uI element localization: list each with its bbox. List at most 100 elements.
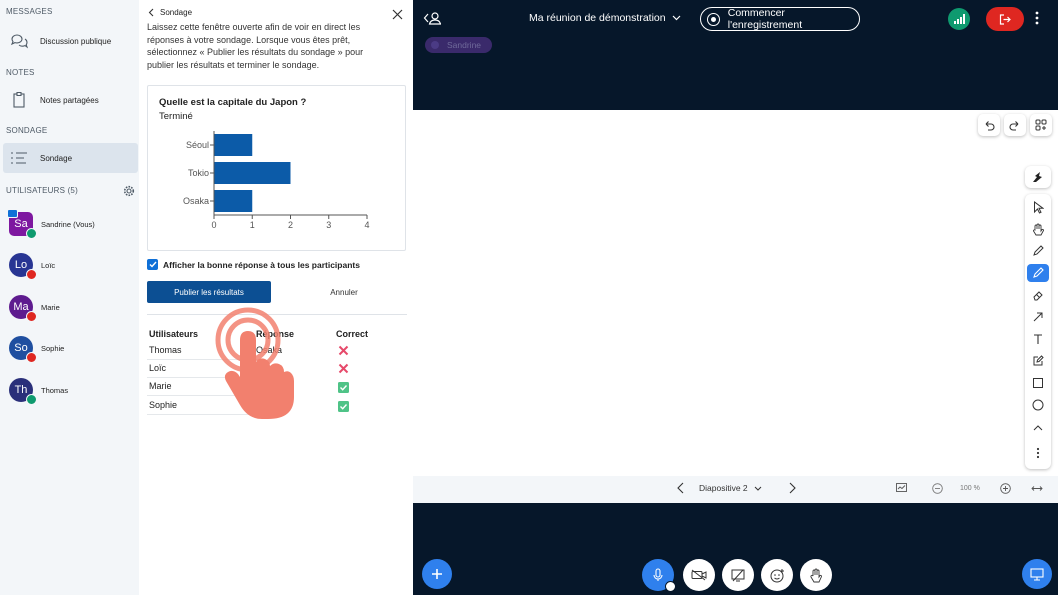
avatar-initials: Sa [14,218,28,230]
slide-label: Diapositive 2 [699,483,748,493]
raise-hand-icon [810,568,822,582]
x-tick-label: 3 [326,220,331,230]
incorrect-icon [338,363,349,374]
record-label: Commencer l'enregistrement [727,7,803,31]
toggle-user-list-icon[interactable] [423,11,442,30]
user-name: Sandrine (Vous) [41,219,95,229]
show-answer-option[interactable]: Afficher la bonne réponse à tous les par… [147,259,360,270]
start-recording-button[interactable]: Commencer l'enregistrement [700,7,860,31]
avatar-initials: So [14,342,28,354]
gear-icon[interactable] [123,184,135,197]
y-tick-label: Osaka [183,196,209,206]
fit-width-icon[interactable] [1031,485,1043,492]
zoom-out-icon[interactable] [932,483,943,494]
divider [147,314,407,315]
ellipse-tool-icon[interactable] [1027,396,1049,414]
undo-icon[interactable] [978,114,1000,136]
close-icon[interactable] [392,7,403,25]
chevron-down-icon [672,15,681,21]
cancel-button[interactable]: Annuler [330,287,358,297]
chat-icon [3,33,33,49]
x-tick-label: 4 [364,220,369,230]
poll-question: Quelle est la capitale du Japon ? [159,97,307,108]
previous-slide-icon[interactable] [677,482,684,494]
slide-selector[interactable]: Diapositive 2 [699,483,762,493]
more-options-icon[interactable] [1035,11,1039,30]
chevron-up-icon[interactable] [1027,418,1049,436]
chart-bar [214,134,253,156]
table-row [147,397,263,415]
slide-navigation-bar: Diapositive 2 100 % [413,476,1058,503]
row-user: Marie [149,381,172,391]
zoom-in-icon[interactable] [1000,483,1011,494]
screen-share-button[interactable] [722,559,754,591]
correct-icon [338,382,349,393]
notes-icon [3,91,33,109]
presentation-toggle-button[interactable] [1022,559,1052,589]
avatar: Ma [9,295,37,322]
sidebar-item-poll[interactable]: Sondage [3,143,138,173]
meeting-title[interactable]: Ma réunion de démonstration [529,12,681,24]
sidebar-item-public-chat[interactable]: Discussion publique [3,26,138,56]
reactions-button[interactable] [761,559,793,591]
poll-icon [3,151,33,165]
x-tick-label: 1 [250,220,255,230]
emoji-icon [770,568,784,582]
presentation-stage: Ma réunion de démonstration Commencer l'… [413,0,1058,595]
user-name: Loïc [41,260,56,270]
text-tool-icon[interactable] [1027,330,1049,348]
microphone-button[interactable] [642,559,676,592]
note-tool-icon[interactable] [1027,352,1049,370]
pencil-tool-icon[interactable] [1027,242,1049,260]
camera-button[interactable] [683,559,715,591]
actions-button[interactable] [422,559,452,589]
public-chat-label: Discussion publique [40,36,112,46]
highlighter-tool-icon[interactable] [1027,264,1049,282]
style-icon[interactable] [1025,166,1051,188]
whiteboard[interactable]: Diapositive 2 100 % [413,110,1058,503]
user-item-loic[interactable]: Lo Loïc [9,252,56,280]
user-item-marie[interactable]: Ma Marie [9,294,60,322]
row-user: Loïc [149,363,167,373]
apps-icon[interactable] [1030,114,1052,136]
leave-meeting-button[interactable] [986,7,1024,31]
x-tick-label: 0 [211,220,216,230]
undo-redo-group [978,114,1052,136]
eraser-tool-icon[interactable] [1027,286,1049,304]
microphone-icon [653,568,663,581]
action-bar [413,503,1058,595]
signal-icon [953,14,965,24]
raise-hand-button[interactable] [800,559,832,591]
hand-tool-icon[interactable] [1027,220,1049,238]
meeting-title-text: Ma réunion de démonstration [529,12,666,24]
connection-status-button[interactable] [948,8,970,30]
rectangle-tool-icon[interactable] [1027,374,1049,392]
more-tools-icon[interactable] [1027,444,1049,462]
zoom-level: 100 % [960,485,980,492]
next-slide-icon[interactable] [789,482,796,494]
publish-results-button[interactable]: Publier les résultats [147,281,271,303]
redo-icon[interactable] [1004,114,1026,136]
table-row [147,342,263,360]
avatar: Sa [7,209,37,239]
poll-status: Terminé [159,111,193,122]
chevron-left-icon [148,8,154,17]
correct-icon [338,401,349,412]
audio-settings-icon[interactable] [665,581,676,592]
user-item-sandrine[interactable]: Sa Sandrine (Vous) [7,209,95,239]
select-tool-icon[interactable] [1027,198,1049,216]
show-answer-label: Afficher la bonne réponse à tous les par… [163,259,360,270]
table-row [147,360,263,378]
fit-slide-icon[interactable] [896,483,907,492]
back-button[interactable]: Sondage [148,8,192,17]
sidebar-item-shared-notes[interactable]: Notes partagées [3,85,138,115]
checkbox-checked-icon[interactable] [147,259,158,270]
incorrect-icon [338,345,349,356]
arrow-tool-icon[interactable] [1027,308,1049,326]
mic-muted-icon [26,311,37,322]
poll-section-title: SONDAGE [6,126,48,135]
y-tick-label: Séoul [186,140,209,150]
user-item-thomas[interactable]: Th Thomas [9,377,68,405]
user-item-sophie[interactable]: So Sophie [9,335,64,363]
user-name: Marie [41,302,60,312]
